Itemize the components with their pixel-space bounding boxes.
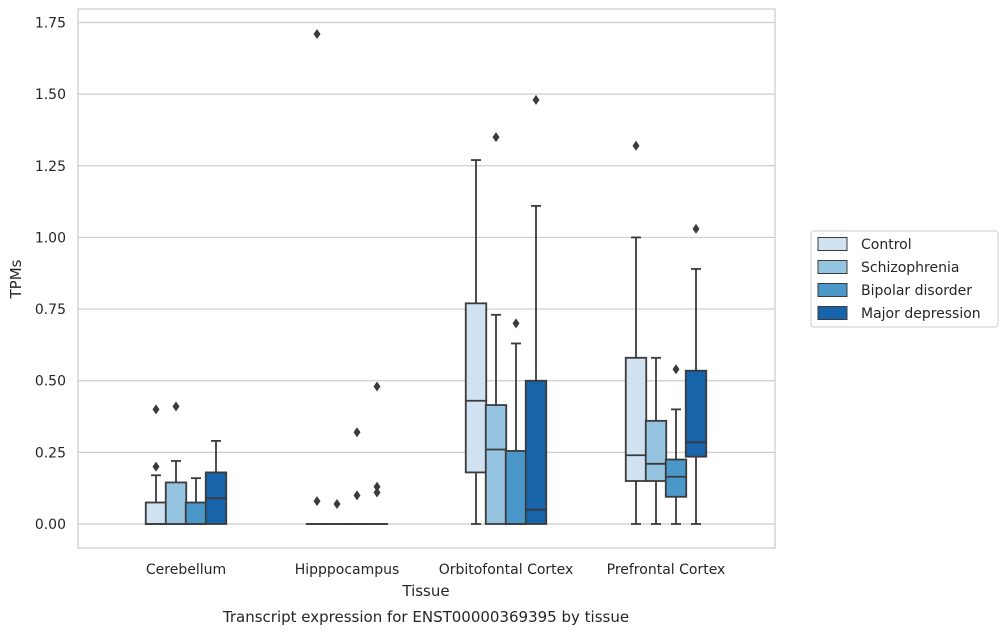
box-group bbox=[327, 499, 348, 524]
legend-label: Bipolar disorder bbox=[861, 283, 972, 299]
outlier-point bbox=[314, 29, 321, 39]
box bbox=[526, 381, 547, 524]
box-group bbox=[646, 358, 667, 524]
box-group bbox=[166, 402, 187, 524]
outlier-point bbox=[354, 490, 361, 500]
outlier-point bbox=[173, 402, 180, 412]
outlier-point bbox=[374, 482, 381, 492]
y-tick-labels: 0.00 0.25 0.50 0.75 1.00 1.25 1.50 1.75 bbox=[35, 16, 66, 534]
legend: Control Schizophrenia Bipolar disorder Majo… bbox=[811, 231, 998, 327]
chart-title: Transcript expression for ENST0000036939… bbox=[222, 608, 629, 626]
box bbox=[486, 405, 507, 524]
box bbox=[186, 503, 207, 524]
box-group bbox=[347, 427, 368, 524]
box bbox=[646, 421, 667, 481]
legend-swatch bbox=[818, 261, 847, 274]
box-group bbox=[666, 364, 687, 524]
outlier-point bbox=[314, 496, 321, 506]
box bbox=[686, 371, 707, 457]
outlier-point bbox=[693, 224, 700, 234]
box bbox=[146, 503, 167, 524]
x-axis-label: Tissue bbox=[401, 582, 449, 600]
legend-label: Major depression bbox=[861, 306, 981, 322]
box-group bbox=[506, 318, 527, 524]
box bbox=[466, 303, 487, 472]
box-group bbox=[686, 224, 707, 524]
y-tick-label: 1.50 bbox=[35, 87, 66, 103]
outlier-point bbox=[354, 427, 361, 437]
outlier-point bbox=[153, 404, 160, 414]
y-axis-label: TPMs bbox=[7, 259, 25, 299]
box-group bbox=[626, 141, 647, 524]
y-tick-label: 1.25 bbox=[35, 159, 66, 175]
box bbox=[666, 460, 687, 497]
y-tick-label: 1.75 bbox=[35, 16, 66, 32]
box-group bbox=[206, 441, 227, 524]
box-group bbox=[146, 404, 167, 524]
x-tick-labels: Cerebellum Hipppocampus Orbitofontal Corte… bbox=[146, 562, 725, 578]
y-tick-label: 0.25 bbox=[35, 445, 66, 461]
y-tick-label: 0.00 bbox=[35, 517, 66, 533]
legend-swatch bbox=[818, 307, 847, 320]
outlier-point bbox=[493, 132, 500, 142]
box-layer bbox=[146, 29, 707, 524]
box bbox=[166, 482, 187, 524]
y-tick-label: 1.00 bbox=[35, 230, 66, 246]
x-tick-label: Prefrontal Cortex bbox=[607, 562, 726, 578]
legend-swatch bbox=[818, 238, 847, 251]
box bbox=[626, 358, 647, 481]
outlier-point bbox=[513, 318, 520, 328]
box-group bbox=[307, 29, 328, 524]
x-tick-label: Cerebellum bbox=[146, 562, 226, 578]
box bbox=[506, 451, 527, 524]
box-group bbox=[486, 132, 507, 524]
x-tick-label: Orbitofontal Cortex bbox=[439, 562, 574, 578]
y-tick-label: 0.50 bbox=[35, 374, 66, 390]
legend-label: Schizophrenia bbox=[861, 260, 959, 276]
box-group bbox=[186, 478, 207, 524]
box-group bbox=[466, 160, 487, 524]
outlier-point bbox=[374, 381, 381, 391]
outlier-point bbox=[334, 499, 341, 509]
legend-label: Control bbox=[861, 237, 912, 253]
outlier-point bbox=[673, 364, 680, 374]
outlier-point bbox=[153, 462, 160, 472]
grid-layer bbox=[78, 23, 775, 525]
y-tick-label: 0.75 bbox=[35, 302, 66, 318]
x-tick-label: Hipppocampus bbox=[295, 562, 400, 578]
outlier-point bbox=[633, 141, 640, 151]
outlier-point bbox=[533, 95, 540, 105]
legend-swatch bbox=[818, 284, 847, 297]
